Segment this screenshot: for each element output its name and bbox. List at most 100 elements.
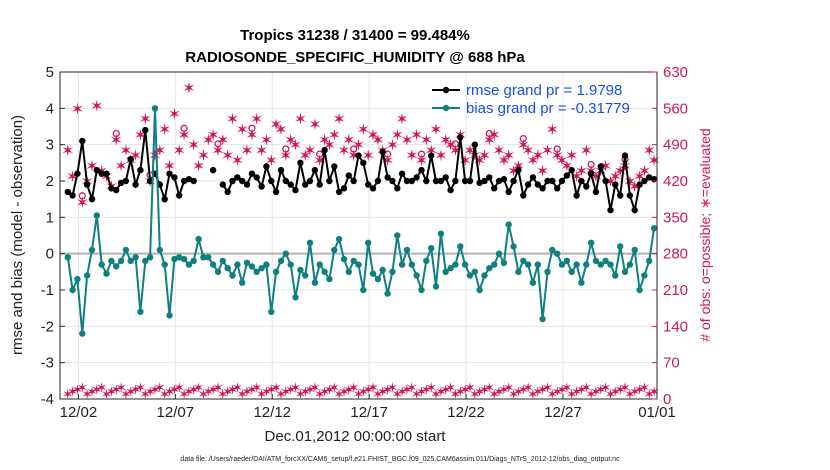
y-tick-label-right: 280 [663, 246, 688, 263]
obs-evaluated-marker: ✶ [61, 141, 74, 160]
rmse-point [79, 137, 86, 145]
obs-count-marker: ✶ [585, 387, 597, 403]
axis-ticks: -4 -3 -2 -1 0 1 2 3 4 5 0 70 140 210 280 350 420 490 560 63… [41, 64, 688, 421]
bias-point [379, 266, 386, 274]
bias-point [476, 286, 483, 294]
rmse-point [573, 192, 580, 199]
obs-count-marker: ✶ [629, 385, 641, 401]
obs-evaluated-marker: ✶ [517, 136, 530, 155]
obs-count-marker: ✶ [595, 383, 607, 399]
obs-count-marker: ✶ [188, 383, 200, 399]
obs-evaluated-marker: ✶ [206, 125, 219, 144]
obs-evaluated-marker: ✶ [71, 99, 84, 118]
bias-point [195, 235, 202, 243]
rmse-point [379, 148, 386, 156]
x-tick-label: 12/27 [544, 404, 582, 421]
obs-count-marker: ✶ [498, 383, 510, 399]
bias-point [413, 272, 420, 279]
y-tick-label-right: 630 [663, 64, 688, 81]
rmse-point [176, 192, 183, 199]
obs-evaluated-marker: ✶ [182, 79, 195, 98]
obs-count-marker: ✶ [357, 385, 369, 401]
rmse-point [515, 166, 522, 174]
obs-count-marker: ✶ [411, 387, 423, 403]
rmse-point [510, 177, 517, 185]
obs-count-marker: ✶ [256, 387, 268, 403]
bias-point [83, 272, 91, 279]
y-tick-label-left: -2 [41, 318, 54, 335]
obs-count-marker: ✶ [309, 381, 321, 397]
obs-count-marker: ✶ [265, 383, 277, 399]
bias-point [554, 250, 561, 257]
obs-count-marker: ✶ [135, 381, 147, 397]
obs-count-marker: ✶ [425, 381, 437, 397]
obs-evaluated-marker: ✶ [492, 141, 505, 160]
obs-count-marker: ✶ [537, 383, 549, 399]
rmse-point [413, 174, 420, 181]
bias-point [137, 308, 144, 315]
bias-point [74, 275, 81, 283]
rmse-point [398, 170, 406, 177]
obs-count-marker: ✶ [401, 383, 413, 399]
rmse-point [137, 166, 144, 174]
bias-point [243, 259, 251, 266]
y-tick-label-right: 70 [663, 355, 680, 372]
rmse-point [486, 174, 493, 181]
rmse-point [583, 183, 590, 190]
rmse-point [185, 176, 193, 183]
obs-count-marker: ✶ [377, 385, 389, 401]
obs-evaluated-marker: ✶ [483, 131, 496, 150]
y-tick-label-left: 3 [46, 137, 54, 154]
obs-evaluated-marker: ✶ [289, 136, 302, 155]
rmse-point [495, 177, 503, 185]
obs-count-marker: ✶ [513, 385, 525, 401]
y-axis-label-right: # of obs: o=possible; ∗=evaluated [697, 128, 713, 341]
bias-point [471, 268, 478, 275]
bias-point [64, 254, 72, 261]
y-axis-label-left: rmse and bias (model - observation) [9, 115, 26, 355]
bias-point [578, 279, 585, 286]
bias-point [282, 250, 289, 257]
rmse-point [132, 181, 139, 188]
obs-count-marker: ✶ [241, 385, 253, 401]
bias-point [166, 312, 173, 319]
obs-count-marker: ✶ [319, 385, 331, 401]
obs-count-marker: ✶ [479, 383, 491, 399]
obs-count-marker: ✶ [483, 381, 495, 397]
bias-point [277, 257, 285, 265]
obs-count-marker: ✶ [643, 387, 655, 403]
obs-count-marker: ✶ [324, 383, 336, 399]
bias-point [558, 261, 566, 268]
rmse-point [447, 186, 454, 194]
obs-count-marker: ✶ [149, 383, 161, 399]
obs-evaluated-marker: ✶ [284, 131, 297, 150]
obs-evaluated-marker: ✶ [531, 146, 544, 165]
bias-point [151, 105, 159, 112]
rmse-point [500, 176, 508, 183]
chart-title-line2: RADIOSONDE_SPECIFIC_HUMIDITY @ 688 hPa [185, 49, 525, 66]
obs-evaluated-marker: ✶ [119, 141, 132, 160]
rmse-point [428, 152, 435, 159]
obs-possible-marker [214, 140, 222, 148]
bias-point [253, 268, 260, 275]
obs-count-marker: ✶ [198, 387, 210, 403]
bias-point [365, 239, 372, 246]
rmse-point [554, 185, 561, 192]
bias-point [248, 263, 256, 270]
obs-evaluated-marker: ✶ [308, 115, 321, 134]
obs-count-marker: ✶ [207, 383, 219, 399]
bias-point [335, 235, 343, 243]
x-tick-label: 01/01 [638, 404, 676, 421]
rmse-point [103, 170, 110, 177]
bias-point [452, 261, 459, 268]
rmse-point [641, 177, 648, 185]
bias-point [88, 246, 96, 254]
obs-count-marker: ✶ [624, 387, 636, 403]
obs-evaluated-marker: ✶ [357, 120, 370, 139]
obs-count-marker: ✶ [488, 387, 500, 403]
bias-point [505, 221, 512, 228]
rmse-point [209, 166, 217, 174]
rmse-point [491, 185, 498, 192]
x-tick-label: 12/07 [157, 404, 195, 421]
obs-count-marker: ✶ [270, 381, 282, 397]
